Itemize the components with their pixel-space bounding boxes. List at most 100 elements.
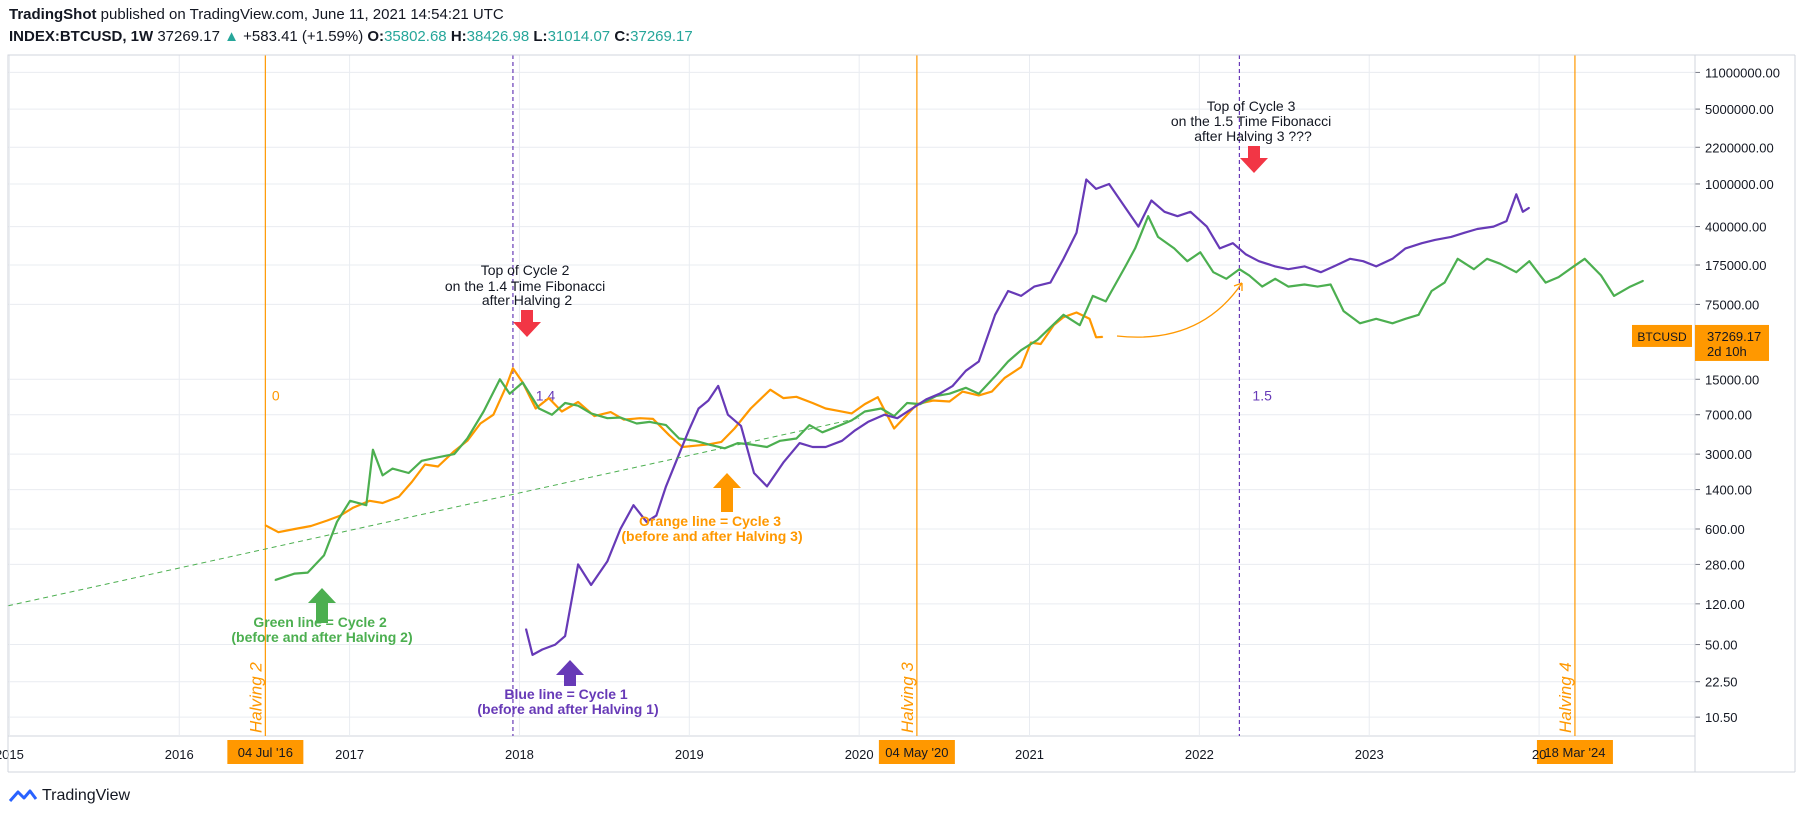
- series-point: [352, 507, 354, 509]
- svg-text:Top of Cycle 2 on the 1.: Top of Cycle 2 on the 1.4 Time Fibonacci…: [445, 262, 609, 308]
- series-point: [906, 402, 908, 404]
- series-point: [965, 370, 967, 372]
- series-point: [1137, 225, 1140, 228]
- series-point: [619, 416, 622, 419]
- series-point: [812, 402, 814, 404]
- series-point: [1629, 286, 1631, 288]
- series-line: [274, 215, 1644, 582]
- series-point: [1391, 322, 1394, 324]
- series-point: [1075, 311, 1078, 314]
- series-point: [694, 440, 696, 442]
- series-point: [577, 563, 579, 566]
- series-point: [538, 407, 540, 410]
- series-point: [492, 414, 494, 416]
- series-point: [1430, 290, 1433, 292]
- red-down-arrow-icon: [1240, 146, 1268, 173]
- top3-line1: Top of Cycle 3: [1207, 98, 1296, 114]
- series-point: [948, 400, 951, 403]
- series-point: [391, 467, 394, 470]
- y-tick-label: 75000.00: [1705, 297, 1759, 312]
- series-point: [1486, 258, 1488, 260]
- series-point: [264, 524, 266, 526]
- halving-label: Halving 3: [898, 662, 917, 733]
- series-point: [1359, 322, 1361, 324]
- low-value: 31014.07: [547, 28, 611, 45]
- top3-line3: after Halving 3 ???: [1194, 128, 1312, 144]
- series-point: [1092, 295, 1094, 297]
- series-point: [825, 446, 827, 448]
- series-point: [1303, 283, 1306, 286]
- series-point: [1020, 295, 1022, 297]
- series-point: [678, 453, 680, 455]
- series-point: [841, 440, 843, 442]
- series-point: [1444, 281, 1446, 284]
- series-point: [424, 463, 426, 466]
- series-point: [668, 434, 670, 436]
- red-down-arrow-icon: [513, 310, 541, 337]
- series-point: [408, 472, 410, 474]
- series-point: [1613, 295, 1615, 297]
- series-point: [1362, 260, 1364, 262]
- purple-up-arrow-icon: [556, 660, 584, 686]
- blue-line2: (before and after Halving 1): [477, 701, 658, 717]
- series-point: [632, 504, 635, 506]
- series-point: [1189, 211, 1192, 213]
- series-point: [1522, 211, 1524, 213]
- series-point: [1404, 318, 1407, 320]
- series-point: [398, 496, 400, 498]
- series-point: [606, 417, 609, 419]
- footer[interactable]: TradingView: [8, 787, 130, 805]
- blue-line1: Blue line = Cycle 1: [504, 686, 628, 702]
- series-point: [1303, 265, 1306, 267]
- x-tick-label: 2016: [165, 747, 194, 762]
- series-point: [1463, 232, 1465, 234]
- series-point: [799, 442, 801, 444]
- series-point: [1040, 343, 1042, 345]
- green-line2: (before and after Halving 2): [231, 629, 412, 645]
- series-point: [1157, 236, 1159, 238]
- svg-text:Orange line = Cycle 3 (b: Orange line = Cycle 3 (before and after …: [621, 513, 802, 544]
- series-point: [877, 396, 879, 398]
- arrowhead-icon: [1233, 282, 1243, 291]
- trendline: [7, 417, 859, 607]
- up-triangle-icon: ▲: [224, 28, 239, 45]
- series-point: [1245, 253, 1247, 255]
- y-tick-label: 15000.00: [1705, 372, 1759, 387]
- price-chart[interactable]: Halving 2 04 Jul '16 Halving 3 04 May '20 Ha…: [0, 0, 1805, 780]
- author-name[interactable]: TradingShot: [9, 6, 97, 23]
- series-point: [551, 414, 553, 416]
- series-point: [349, 500, 351, 502]
- series-point: [512, 367, 514, 369]
- series-point: [1020, 366, 1022, 368]
- open-value: 35802.68: [384, 28, 447, 45]
- series-point: [1075, 232, 1078, 234]
- series-point: [577, 405, 579, 407]
- series-point: [864, 410, 866, 413]
- y-tick-label: 11000000.00: [1705, 65, 1780, 80]
- series-point: [645, 521, 648, 523]
- x-tick-label: 2022: [1185, 747, 1214, 762]
- series-point: [274, 579, 276, 581]
- series-point: [1199, 251, 1201, 253]
- projection-curve-arrow: [1116, 282, 1243, 338]
- y-tick-label: 2200000.00: [1705, 140, 1774, 155]
- series-point: [1248, 274, 1250, 276]
- series-point: [649, 421, 651, 423]
- series-point: [294, 528, 296, 530]
- series-point: [1375, 265, 1377, 267]
- chart-grid: [7, 54, 1696, 737]
- series-point: [994, 314, 996, 316]
- series-point: [541, 648, 543, 651]
- series-point: [437, 456, 439, 458]
- top2-line2: on the 1.4 Time Fibonacci: [445, 278, 605, 294]
- date-tag-label: 04 May '20: [885, 745, 948, 760]
- series-point: [678, 437, 680, 440]
- series-point: [1095, 188, 1097, 190]
- series-point: [838, 410, 840, 412]
- series-point: [577, 401, 579, 403]
- y-tick-label: 400000.00: [1705, 220, 1766, 235]
- date-tag: [227, 740, 304, 764]
- series-point: [1062, 316, 1065, 318]
- series-point: [1105, 300, 1107, 303]
- x-tick-label: 2019: [675, 747, 704, 762]
